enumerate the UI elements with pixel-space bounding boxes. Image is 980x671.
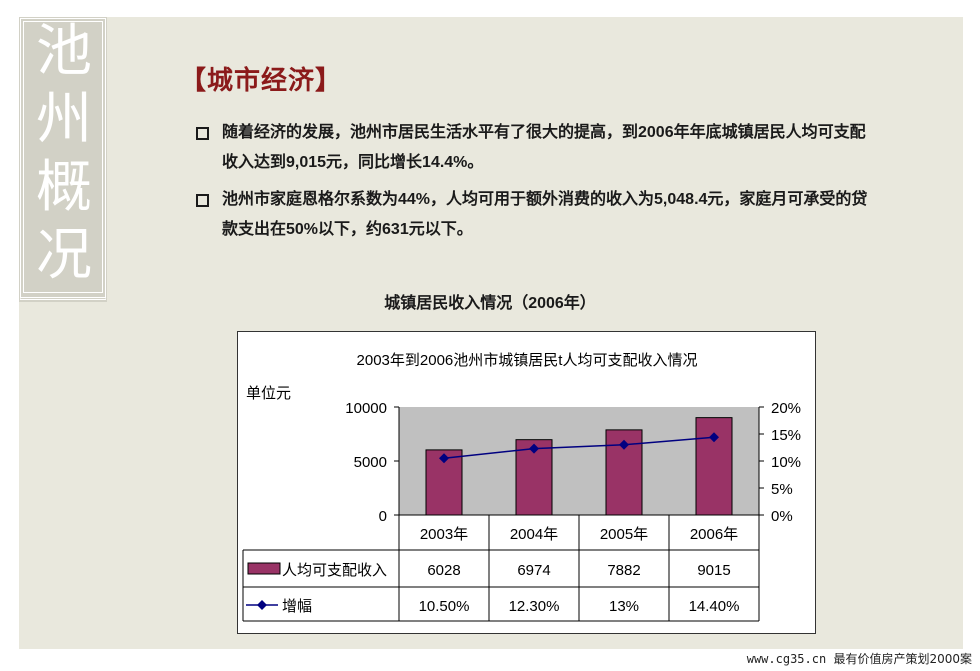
section-title: 【城市经济】 xyxy=(180,66,343,96)
chart-title: 2003年到2006池州市城镇居民t人均可支配收入情况 xyxy=(357,352,698,369)
legend-line-label: 增幅 xyxy=(282,598,312,615)
growth-value-label: 10.50% xyxy=(419,598,470,615)
side-title-char: 概 xyxy=(36,155,92,220)
bar-value-label: 7882 xyxy=(607,562,640,579)
side-title-panel xyxy=(19,17,107,302)
y-tick-label: 5000 xyxy=(354,454,387,471)
bullet-item: 池州市家庭恩格尔系数为44%，人均可用于额外消费的收入为5,048.4元，家庭月… xyxy=(196,185,876,245)
bullet-item: 随着经济的发展，池州市居民生活水平有了很大的提高，到2006年年底城镇居民人均可… xyxy=(196,118,876,178)
growth-value-label: 14.40% xyxy=(689,598,740,615)
growth-point xyxy=(439,453,449,464)
checkbox-bullet-icon xyxy=(196,127,209,140)
y2-tick-label: 15% xyxy=(771,427,801,444)
footer-label: 最有价值房产策划2000案 xyxy=(833,652,972,666)
x-category-label: 2003年 xyxy=(420,526,468,543)
y-tick-label: 10000 xyxy=(345,400,387,417)
growth-point xyxy=(709,432,719,443)
growth-point xyxy=(619,439,629,450)
x-category-label: 2005年 xyxy=(600,526,648,543)
side-title-char: 池 xyxy=(36,19,92,84)
chart-caption: 城镇居民收入情况（2006年） xyxy=(384,295,596,312)
y2-tick-label: 20% xyxy=(771,400,801,417)
y-tick-label: 0 xyxy=(379,508,387,525)
side-title-char: 况 xyxy=(36,223,92,288)
growth-value-label: 12.30% xyxy=(509,598,560,615)
legend-bar-swatch xyxy=(247,562,281,575)
bar-value-label: 6028 xyxy=(427,562,460,579)
bar-value-label: 6974 xyxy=(517,562,550,579)
side-title: 池 州 概 况 xyxy=(24,18,104,290)
x-category-label: 2006年 xyxy=(690,526,738,543)
income-chart: 2003年到2006池州市城镇居民t人均可支配收入情况单位元 10000 5000 0… xyxy=(237,331,816,634)
y2-tick-label: 0% xyxy=(771,508,793,525)
side-title-char: 州 xyxy=(36,87,92,152)
y-axis-label: 单位元 xyxy=(246,385,291,402)
footer-note: www.cg35.cn 最有价值房产策划2000案 xyxy=(747,650,972,667)
footer-url: www.cg35.cn xyxy=(746,652,827,666)
legend-line-marker xyxy=(257,600,267,610)
side-title-frame xyxy=(20,18,106,300)
growth-point xyxy=(529,443,539,454)
legend-bar-label: 人均可支配收入 xyxy=(282,562,387,579)
bar-value-label: 9015 xyxy=(697,562,730,579)
growth-line xyxy=(443,436,715,460)
y2-tick-label: 10% xyxy=(771,454,801,471)
growth-value-label: 13% xyxy=(609,598,639,615)
x-category-label: 2004年 xyxy=(510,526,558,543)
checkbox-bullet-icon xyxy=(196,194,209,207)
y2-tick-label: 5% xyxy=(771,481,793,498)
bullet-text: 池州市家庭恩格尔系数为44%，人均可用于额外消费的收入为5,048.4元，家庭月… xyxy=(222,191,868,238)
side-title-inner-frame xyxy=(23,21,103,293)
bullet-text: 随着经济的发展，池州市居民生活水平有了很大的提高，到2006年年底城镇居民人均可… xyxy=(222,124,866,171)
